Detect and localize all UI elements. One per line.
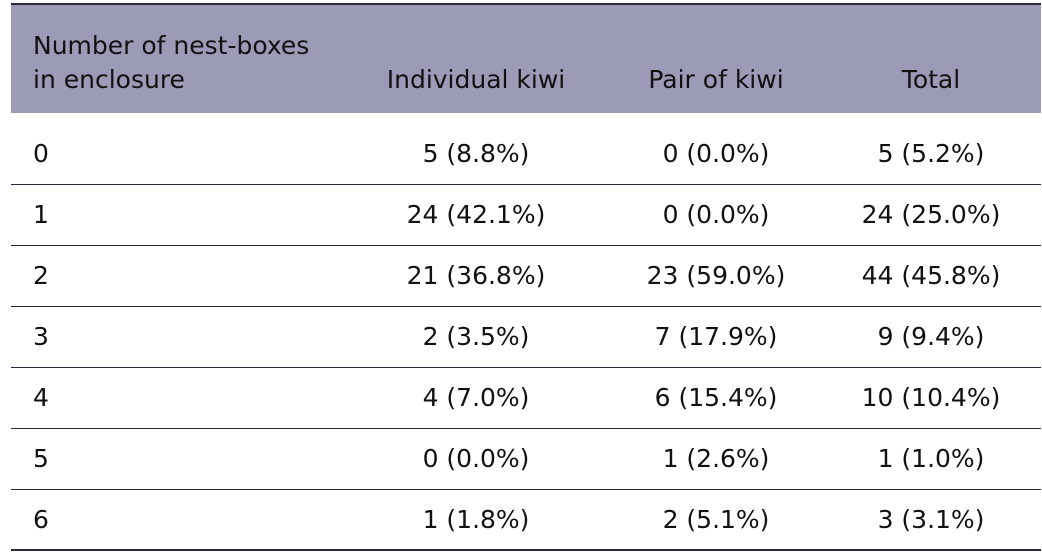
table-row: 6 1 (1.8%) 2 (5.1%) 3 (3.1%)	[11, 489, 1041, 551]
header-total: Total	[821, 3, 1041, 113]
table-row: 4 4 (7.0%) 6 (15.4%) 10 (10.4%)	[11, 367, 1041, 429]
cell-pair: 0 (0.0%)	[611, 113, 821, 185]
cell-individual: 4 (7.0%)	[341, 367, 611, 429]
table-body: 0 5 (8.8%) 0 (0.0%) 5 (5.2%) 1 24 (42.1%…	[11, 113, 1041, 551]
cell-total: 10 (10.4%)	[821, 367, 1041, 429]
table-row: 5 0 (0.0%) 1 (2.6%) 1 (1.0%)	[11, 428, 1041, 490]
cell-pair: 1 (2.6%)	[611, 428, 821, 490]
cell-individual: 0 (0.0%)	[341, 428, 611, 490]
header-pair-of-kiwi: Pair of kiwi	[611, 3, 821, 113]
table-header: Number of nest-boxes in enclosure Individ…	[11, 3, 1041, 113]
cell-nest-boxes: 6	[11, 489, 341, 551]
cell-nest-boxes: 0	[11, 113, 341, 185]
cell-total: 5 (5.2%)	[821, 113, 1041, 185]
cell-total: 44 (45.8%)	[821, 245, 1041, 307]
cell-pair: 2 (5.1%)	[611, 489, 821, 551]
cell-individual: 2 (3.5%)	[341, 306, 611, 368]
header-row: Number of nest-boxes in enclosure Individ…	[11, 3, 1041, 113]
nest-box-table: Number of nest-boxes in enclosure Individ…	[11, 3, 1041, 551]
header-nest-boxes: Number of nest-boxes in enclosure	[11, 3, 341, 113]
cell-nest-boxes: 4	[11, 367, 341, 429]
header-nest-boxes-line2: in enclosure	[33, 65, 185, 94]
cell-individual: 5 (8.8%)	[341, 113, 611, 185]
cell-pair: 6 (15.4%)	[611, 367, 821, 429]
header-individual-kiwi: Individual kiwi	[341, 3, 611, 113]
cell-total: 9 (9.4%)	[821, 306, 1041, 368]
header-nest-boxes-line1: Number of nest-boxes	[33, 31, 310, 60]
cell-pair: 0 (0.0%)	[611, 184, 821, 246]
table-row: 0 5 (8.8%) 0 (0.0%) 5 (5.2%)	[11, 113, 1041, 185]
table-row: 3 2 (3.5%) 7 (17.9%) 9 (9.4%)	[11, 306, 1041, 368]
cell-pair: 7 (17.9%)	[611, 306, 821, 368]
table-row: 2 21 (36.8%) 23 (59.0%) 44 (45.8%)	[11, 245, 1041, 307]
cell-total: 24 (25.0%)	[821, 184, 1041, 246]
cell-individual: 1 (1.8%)	[341, 489, 611, 551]
cell-individual: 24 (42.1%)	[341, 184, 611, 246]
cell-total: 1 (1.0%)	[821, 428, 1041, 490]
table-row: 1 24 (42.1%) 0 (0.0%) 24 (25.0%)	[11, 184, 1041, 246]
cell-nest-boxes: 2	[11, 245, 341, 307]
cell-nest-boxes: 3	[11, 306, 341, 368]
cell-nest-boxes: 5	[11, 428, 341, 490]
cell-nest-boxes: 1	[11, 184, 341, 246]
cell-total: 3 (3.1%)	[821, 489, 1041, 551]
cell-pair: 23 (59.0%)	[611, 245, 821, 307]
cell-individual: 21 (36.8%)	[341, 245, 611, 307]
